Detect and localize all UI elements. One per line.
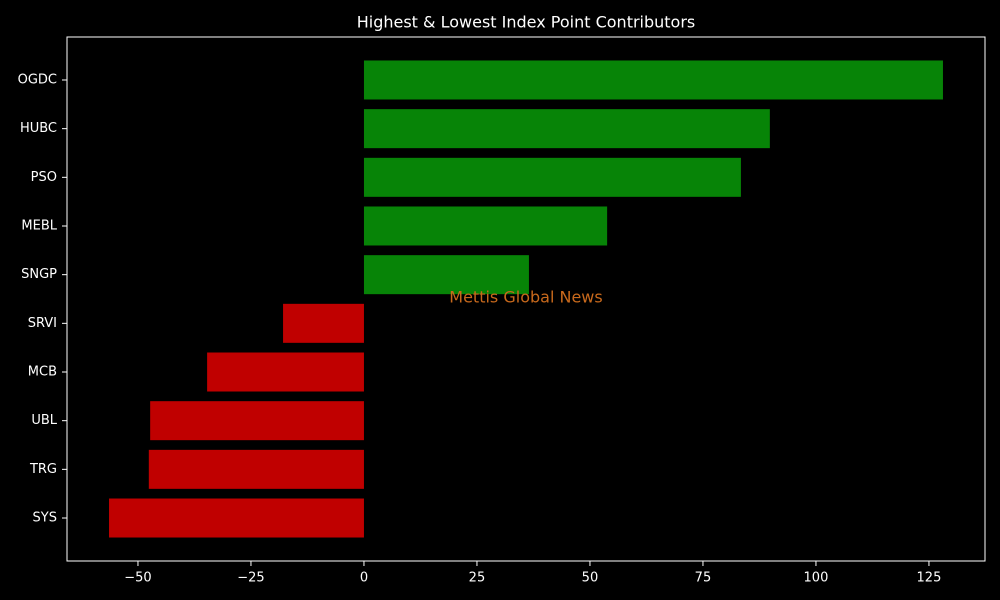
y-tick-label: UBL [31,413,57,428]
bar [363,255,529,295]
bar [363,157,741,197]
x-tick-label: 50 [582,571,599,586]
y-tick-label: SRVI [28,316,57,331]
bar [148,449,364,489]
x-tick-label: 0 [360,571,368,586]
x-tick-label: 100 [804,571,829,586]
y-tick-label: MCB [28,365,57,380]
x-tick-label: 75 [695,571,712,586]
x-tick-label: −50 [124,571,151,586]
y-tick-label: PSO [31,170,57,185]
x-tick-label: 25 [469,571,486,586]
y-tick-label: SYS [33,511,57,526]
bar [363,109,770,149]
y-tick-label: SNGP [21,267,57,282]
chart-title: Highest & Lowest Index Point Contributor… [357,13,696,32]
x-tick-label: 125 [917,571,942,586]
bar [109,498,364,538]
bar [150,401,364,441]
y-tick-label: HUBC [20,121,57,136]
y-tick-label: MEBL [21,218,57,233]
y-tick-label: TRG [29,462,57,477]
bar [283,303,364,343]
watermark: Mettis Global News [449,288,602,307]
bar [207,352,364,392]
x-tick-label: −25 [237,571,264,586]
plot-frame [66,36,986,562]
bar [363,60,943,100]
y-tick-label: OGDC [18,72,57,87]
bar [363,206,608,246]
